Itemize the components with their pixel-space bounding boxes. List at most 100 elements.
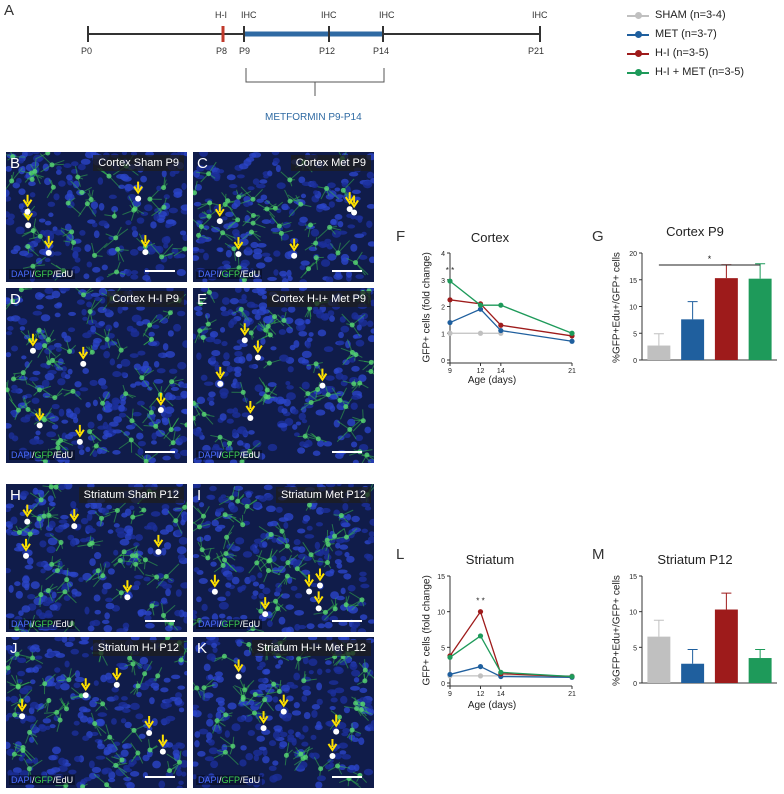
gfp-process — [169, 761, 183, 772]
x-tick-label: 14 — [497, 368, 505, 375]
gfp-cell — [250, 196, 256, 202]
nucleus — [219, 413, 227, 421]
gfp-cell — [54, 568, 60, 574]
nucleus — [286, 326, 294, 334]
stain-separator: / — [53, 269, 56, 279]
nucleus — [263, 174, 269, 179]
nucleus — [215, 711, 222, 720]
gfp-process — [18, 400, 31, 411]
gfp-process — [166, 753, 180, 763]
timeline-tick-p21: P21 — [528, 46, 545, 56]
y-tick-label: 10 — [437, 610, 445, 617]
nucleus — [274, 704, 283, 712]
edu-positive-cell — [36, 422, 43, 429]
nucleus — [67, 327, 76, 333]
nucleus — [211, 642, 218, 648]
yellow-arrow-icon — [315, 568, 325, 582]
nucleus — [113, 416, 122, 423]
nucleus — [74, 670, 81, 678]
gfp-process — [89, 431, 102, 442]
nucleus — [6, 696, 11, 702]
nucleus — [253, 754, 260, 762]
nucleus — [23, 685, 33, 691]
gfp-cell — [315, 436, 321, 442]
gfp-process — [349, 418, 363, 430]
edu-positive-cell — [211, 588, 218, 595]
nucleus — [294, 623, 301, 631]
nucleus — [137, 447, 144, 456]
nucleus — [316, 668, 323, 675]
treatment-bracket — [245, 68, 385, 96]
yellow-arrow-icon — [21, 538, 31, 552]
edu-positive-cell — [262, 611, 269, 618]
nucleus — [61, 446, 69, 454]
nucleus — [302, 725, 309, 733]
nucleus — [157, 218, 165, 224]
nucleus — [211, 226, 221, 233]
nucleus — [324, 402, 334, 410]
nucleus — [122, 743, 128, 749]
nucleus — [301, 685, 311, 691]
nucleus — [206, 718, 214, 727]
nucleus — [39, 540, 47, 548]
nucleus — [105, 324, 113, 332]
nucleus — [330, 219, 337, 226]
nucleus — [351, 669, 361, 677]
nucleus — [80, 637, 90, 642]
nucleus — [344, 551, 350, 558]
edu-positive-cell — [254, 354, 261, 361]
gfp-cell — [360, 701, 366, 707]
gfp-process — [115, 228, 129, 239]
edu-positive-cell — [241, 337, 248, 344]
nucleus — [366, 553, 374, 562]
gfp-cell — [45, 337, 51, 343]
nucleus — [297, 624, 307, 630]
stain-legend: DAPI/GFP/EdU — [196, 619, 263, 629]
micrograph-title: Cortex Met P9 — [290, 155, 371, 171]
nucleus — [219, 327, 226, 333]
nucleus — [111, 718, 117, 725]
gfp-cell — [159, 254, 165, 260]
nucleus — [204, 312, 211, 319]
gfp-cell — [283, 752, 289, 758]
gfp-cell — [46, 512, 52, 518]
nucleus — [137, 246, 144, 251]
nucleus — [162, 455, 171, 461]
nucleus — [206, 396, 215, 402]
nucleus — [196, 352, 202, 360]
nucleus — [215, 619, 221, 626]
micrograph-title: Striatum Met P12 — [276, 487, 371, 503]
gfp-cell — [324, 537, 330, 543]
nucleus — [285, 604, 295, 610]
nucleus — [149, 697, 155, 705]
nucleus — [105, 602, 115, 610]
nucleus — [257, 778, 266, 786]
nucleus — [60, 683, 70, 691]
gfp-cell — [263, 393, 269, 399]
nucleus — [341, 522, 351, 528]
gfp-cell — [163, 573, 169, 579]
gfp-cell — [354, 705, 360, 711]
nucleus — [271, 152, 280, 156]
micrograph-j: J Striatum H-I P12 DAPI/GFP/EdU — [6, 637, 187, 788]
nucleus — [131, 200, 142, 208]
nucleus — [280, 593, 290, 599]
nucleus — [210, 561, 217, 567]
nucleus — [345, 185, 351, 194]
nucleus — [148, 331, 155, 337]
gfp-cell — [26, 766, 32, 772]
nucleus — [116, 363, 123, 369]
nucleus — [331, 230, 342, 238]
gfp-cell — [114, 508, 120, 514]
nucleus — [364, 426, 372, 434]
data-point — [477, 673, 484, 679]
nucleus — [182, 234, 187, 242]
panel-label-b: B — [10, 155, 21, 172]
nucleus — [137, 400, 145, 406]
nucleus — [306, 337, 313, 343]
gfp-cell — [54, 709, 60, 715]
nucleus — [54, 229, 63, 236]
nucleus — [255, 262, 266, 269]
data-point — [447, 671, 453, 678]
